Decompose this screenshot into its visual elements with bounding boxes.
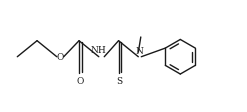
Text: S: S: [117, 77, 123, 86]
Text: O: O: [57, 53, 64, 62]
Text: N: N: [136, 46, 144, 55]
Text: NH: NH: [91, 46, 107, 55]
Text: O: O: [77, 77, 84, 86]
